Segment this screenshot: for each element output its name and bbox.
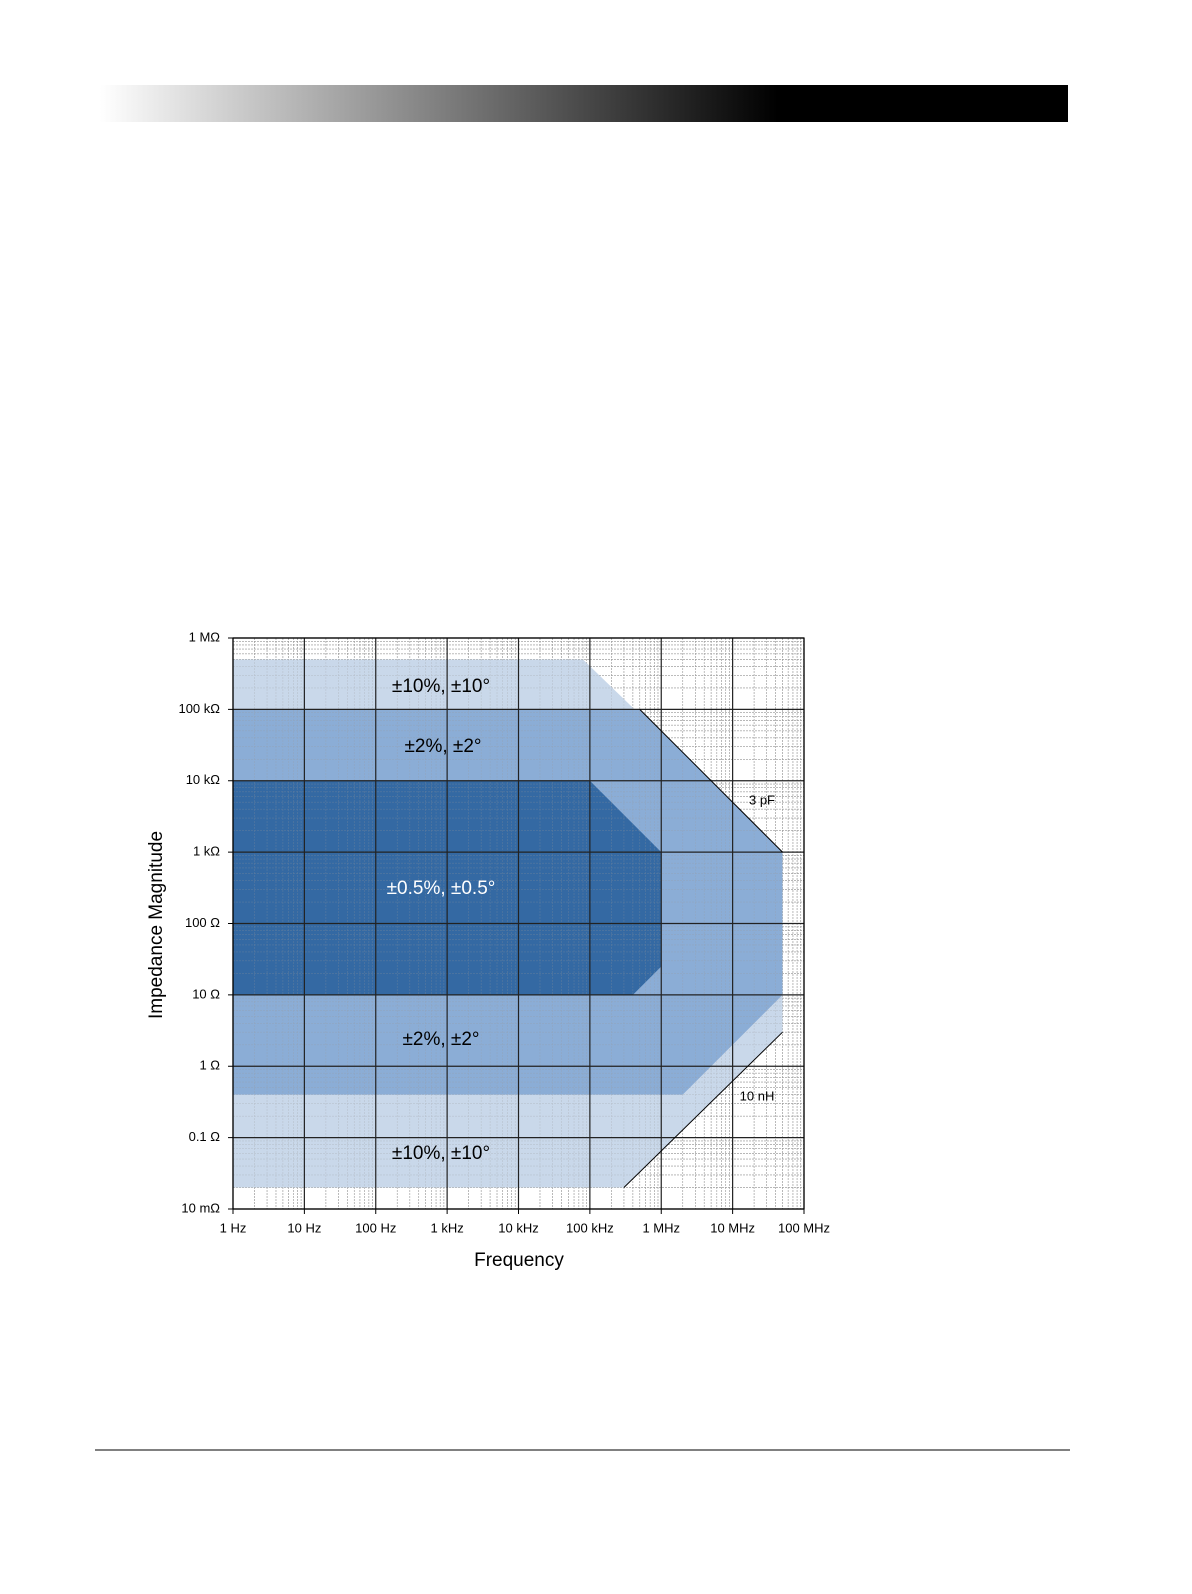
x-tick-label: 10 Hz [287, 1220, 321, 1235]
x-tick-label: 100 Hz [355, 1220, 396, 1235]
limit-line [623, 1031, 783, 1188]
plot-frame [232, 637, 805, 1210]
x-tick-label: 100 kHz [566, 1220, 614, 1235]
region-label: ±10%, ±10° [392, 1143, 490, 1164]
chart: 1 Hz 10 Hz 100 Hz 1 kHz 10 kHz 100 kHz 1 MHz 10… [178, 629, 830, 1235]
y-tick-label: 10 mΩ [181, 1200, 220, 1215]
x-tick-label: 1 MHz [642, 1220, 680, 1235]
x-tick-label: 10 MHz [710, 1220, 755, 1235]
limit-line-label: 10 nH [740, 1088, 775, 1103]
y-tick-label: 1 kΩ [193, 844, 220, 859]
y-axis-label: Impedance Magnitude [146, 831, 167, 1019]
y-tick-label: 0.1 Ω [189, 1129, 221, 1144]
x-axis-label: Frequency [474, 1250, 564, 1271]
region-label: ±10%, ±10° [392, 676, 490, 697]
limit-line [639, 709, 783, 853]
x-tick-label: 100 MHz [778, 1220, 830, 1235]
y-tick-label: 10 Ω [192, 986, 220, 1001]
y-tick-label: 100 Ω [185, 915, 220, 930]
header-bar [100, 85, 1068, 122]
region-label: ±2%, ±2° [402, 1029, 479, 1050]
y-tick-label: 10 kΩ [186, 772, 221, 787]
y-tick-label: 1 Ω [199, 1058, 220, 1073]
region-label: ±0.5%, ±0.5° [387, 878, 496, 899]
region-label: ±2%, ±2° [404, 736, 481, 757]
limit-line-label: 3 pF [749, 792, 775, 807]
x-tick-label: 1 Hz [220, 1220, 247, 1235]
x-tick-label: 10 kHz [498, 1220, 538, 1235]
y-tick-label: 100 kΩ [178, 701, 220, 716]
y-tick-label: 1 MΩ [189, 629, 221, 644]
x-tick-label: 1 kHz [431, 1220, 464, 1235]
